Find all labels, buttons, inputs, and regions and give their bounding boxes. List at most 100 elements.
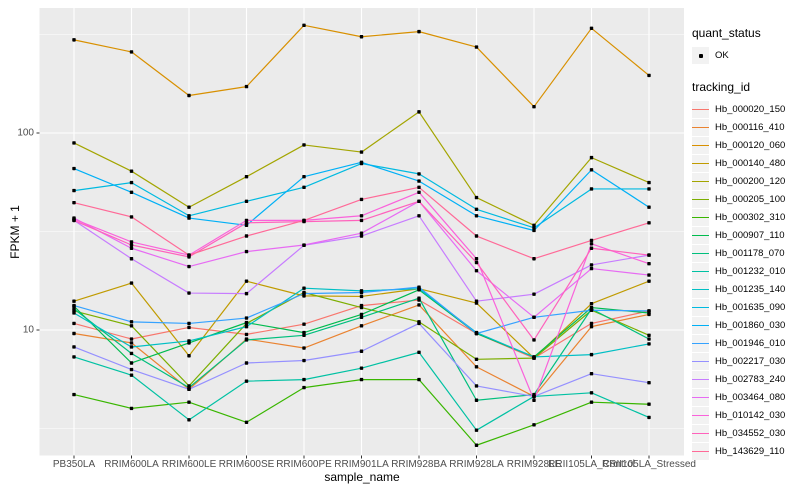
legend-item: Hb_001235_140 [692, 281, 785, 298]
data-point-marker [474, 398, 479, 402]
data-point-marker [244, 175, 249, 179]
data-point-marker [359, 349, 364, 353]
data-point-marker [302, 291, 306, 296]
legend-label: Hb_003464_080 [715, 392, 786, 403]
data-point-marker [72, 331, 76, 336]
data-point-marker [187, 321, 191, 326]
data-point-marker [359, 294, 364, 299]
data-point-marker [589, 26, 594, 30]
y-tick-label: 10 [22, 324, 34, 336]
data-point-marker [417, 303, 421, 307]
data-point-marker [417, 214, 421, 218]
data-point-marker [244, 420, 249, 424]
legend-label: OK [715, 50, 729, 61]
data-point-marker [129, 351, 134, 356]
data-point-marker [589, 352, 594, 357]
line-swatch-icon [692, 451, 709, 452]
data-point-marker [359, 231, 364, 235]
legend-label: Hb_002783_240 [715, 374, 786, 385]
data-point-marker [129, 281, 134, 285]
data-point-marker [589, 266, 594, 271]
legend-color-swatch [692, 137, 709, 154]
legend-label: Hb_001232_010 [715, 266, 786, 277]
data-point-marker [359, 366, 364, 370]
data-point-marker [647, 221, 651, 225]
data-point-marker [129, 190, 134, 195]
legend-color-swatch [692, 119, 709, 136]
data-point-marker [359, 214, 364, 218]
legend-label: Hb_001860_030 [715, 320, 786, 331]
legend-label: Hb_002217_030 [715, 356, 786, 367]
data-point-marker [647, 180, 651, 185]
data-point-marker [244, 291, 249, 296]
line-swatch-icon [692, 253, 709, 254]
legend-color-swatch [692, 101, 709, 118]
data-point-marker [532, 398, 536, 402]
line-swatch-icon [692, 433, 709, 434]
data-point-marker [647, 333, 651, 337]
data-point-marker [474, 357, 479, 362]
data-point-marker [129, 215, 134, 219]
data-point-marker [302, 175, 306, 179]
data-point-marker [359, 35, 364, 39]
data-point-marker [244, 84, 249, 89]
data-point-marker [474, 45, 479, 49]
y-tick-label: 100 [17, 127, 34, 139]
data-point-marker [72, 303, 76, 308]
data-point-marker [417, 296, 421, 300]
data-point-marker [187, 291, 191, 295]
data-point-marker [532, 292, 536, 296]
legend-label: Hb_000120_060 [715, 140, 786, 151]
legend-label: Hb_000907_110 [715, 230, 785, 241]
line-swatch-icon [692, 271, 709, 272]
data-point-marker [359, 305, 364, 310]
legend-title-tracking-id: tracking_id [692, 80, 751, 94]
data-point-marker [129, 320, 134, 324]
legend-label: Hb_000140_480 [715, 158, 786, 169]
legend-item: Hb_001178_070 [692, 245, 785, 262]
data-point-marker [359, 312, 364, 317]
data-point-marker [532, 223, 536, 227]
data-point-marker [417, 29, 421, 34]
legend-item: Hb_000140_480 [692, 155, 785, 172]
data-point-marker [474, 195, 479, 200]
data-point-marker [532, 423, 536, 427]
line-swatch-icon [692, 379, 709, 380]
data-point-marker [532, 104, 536, 109]
legend-item: Hb_000205_100 [692, 191, 785, 208]
data-point-marker [474, 257, 479, 261]
data-point-marker [72, 355, 76, 359]
data-point-marker [72, 188, 76, 193]
x-tick-label: RRII105LA_Control [548, 459, 635, 470]
data-point-marker [647, 402, 651, 406]
legend-item: Hb_000116_410 [692, 119, 785, 136]
x-tick-label: RRIM600SE [218, 459, 275, 470]
data-point-marker [72, 307, 76, 311]
data-point-marker [302, 377, 306, 382]
data-point-marker [72, 345, 76, 349]
legend-item: Hb_000907_110 [692, 227, 785, 244]
legend-color-swatch [692, 335, 709, 352]
data-point-marker [302, 346, 306, 350]
legend-color-swatch [692, 191, 709, 208]
data-point-marker [72, 311, 76, 315]
line-swatch-icon [692, 289, 709, 290]
data-point-marker [187, 387, 191, 392]
legend-item: Hb_002217_030 [692, 353, 785, 370]
data-point-marker [532, 338, 536, 342]
legend-label: Hb_000302_310 [715, 212, 786, 223]
legend-label: Hb_000020_150 [715, 104, 786, 115]
legend-color-swatch [692, 245, 709, 262]
line-swatch-icon [692, 415, 709, 416]
data-point-marker [129, 243, 134, 247]
line-swatch-icon [692, 181, 709, 182]
data-point-marker [187, 354, 191, 358]
data-point-marker [474, 214, 479, 218]
legend-color-swatch [692, 353, 709, 370]
legend-title-quant-status: quant_status [692, 26, 761, 40]
legend-color-swatch [692, 371, 709, 388]
line-swatch-icon [692, 361, 709, 362]
legend-item: Hb_000200_120 [692, 173, 785, 190]
data-point-marker [474, 428, 479, 432]
data-point-marker [589, 400, 594, 404]
